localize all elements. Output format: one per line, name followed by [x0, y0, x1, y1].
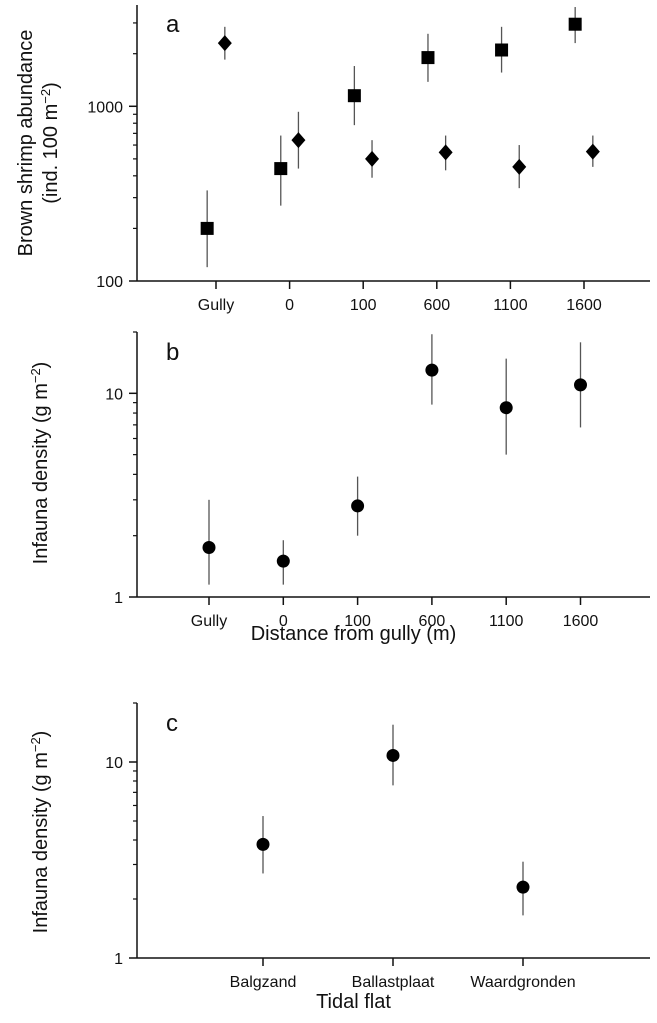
data-point-diamond — [438, 144, 453, 161]
panel-b: 1 10 Gully 0 100 600 1100 1600 b Infauna density … — [28, 331, 650, 645]
data-point-circle — [516, 880, 530, 894]
x-tick-label: 600 — [423, 297, 450, 314]
x-tick-label: 1100 — [493, 297, 528, 314]
x-tick-label: 0 — [279, 613, 288, 630]
data-point-square — [495, 43, 509, 57]
y-axis-title-paren: ) — [30, 362, 52, 369]
y-tick-label: 100 — [96, 274, 123, 291]
panel-letter: b — [166, 339, 179, 366]
x-axis-title: Distance from gully (m) — [251, 623, 457, 645]
y-axis-title-superscript: −2 — [38, 89, 53, 104]
x-tick-label: Balgzand — [230, 974, 297, 991]
data-point-circle — [256, 837, 270, 851]
x-tick-label: Waardgronden — [470, 974, 575, 991]
panel-a: 100 1000 Gully 0 100 600 1100 1600 a Brown shrimp… — [15, 5, 650, 314]
x-tick-label: 1600 — [566, 297, 602, 314]
y-axis-title-line2: (ind. 100 m−2) — [38, 82, 62, 204]
data-point-circle — [425, 363, 439, 377]
data-point-square — [347, 89, 361, 103]
data-point-square — [421, 51, 435, 65]
data-point-circle — [276, 554, 290, 568]
data-point-square — [274, 162, 288, 176]
x-axis-title: Tidal flat — [316, 991, 391, 1013]
x-tick-label: 100 — [350, 297, 377, 314]
x-tick-label: 1100 — [489, 613, 524, 630]
y-tick-label: 10 — [105, 386, 123, 403]
y-axis-title-superscript: −2 — [28, 368, 43, 383]
data-point-circle — [351, 499, 365, 513]
data-point-diamond — [585, 143, 600, 160]
data-point-diamond — [365, 150, 380, 167]
x-tick-label: Ballastplaat — [352, 974, 435, 991]
data-point-diamond — [291, 132, 306, 149]
x-tick-label: 100 — [344, 613, 371, 630]
x-tick-label: 1600 — [563, 613, 599, 630]
x-tick-label: 600 — [419, 613, 446, 630]
y-axis-title: Infauna density (g m−2) — [28, 362, 52, 565]
data-point-circle — [386, 748, 400, 762]
x-tick-label: 0 — [285, 297, 294, 314]
y-tick-label: 10 — [105, 755, 123, 772]
y-tick-label: 1000 — [87, 99, 123, 116]
data-point-circle — [499, 401, 513, 415]
y-axis-title: Infauna density (g m−2) — [28, 731, 52, 934]
y-axis-title-text: Infauna density (g m — [30, 383, 52, 564]
panel-letter: a — [166, 11, 180, 38]
data-point-diamond — [217, 35, 232, 52]
y-tick-label: 1 — [114, 951, 123, 968]
y-axis-title-superscript: −2 — [28, 737, 43, 752]
x-tick-label: Gully — [191, 613, 227, 630]
data-point-circle — [574, 378, 587, 392]
y-axis-title-text: Infauna density (g m — [30, 752, 52, 933]
data-point-diamond — [512, 158, 527, 175]
y-axis-title-paren: ) — [40, 82, 62, 89]
y-axis-title-line1: Brown shrimp abundance — [15, 30, 37, 257]
panel-c: 1 10 Balgzand Ballastplaat Waardgronden c Infa… — [28, 702, 650, 1013]
data-point-circle — [202, 540, 216, 554]
y-axis-title-paren: ) — [30, 731, 52, 738]
data-point-square — [200, 221, 214, 235]
y-axis-title-text: (ind. 100 m — [40, 104, 62, 204]
data-point-square — [568, 17, 582, 31]
x-tick-label: Gully — [198, 297, 234, 314]
y-tick-label: 1 — [114, 590, 123, 607]
panel-letter: c — [166, 710, 178, 737]
